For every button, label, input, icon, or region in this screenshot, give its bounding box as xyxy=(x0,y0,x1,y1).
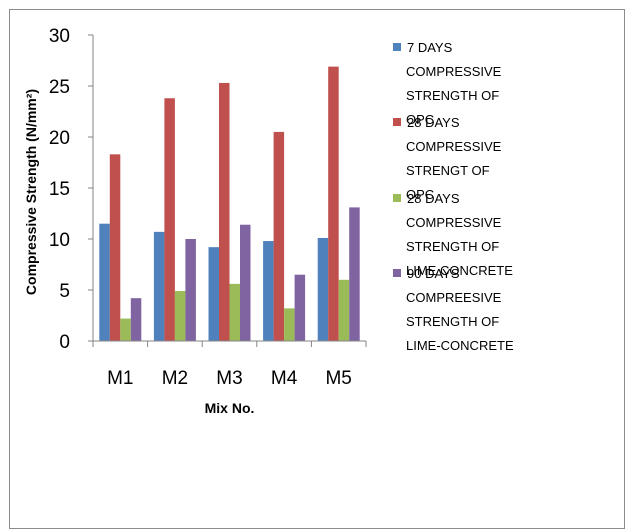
legend-label: STRENGTH OF xyxy=(406,88,499,103)
legend-label: 28 DAYS xyxy=(407,115,460,130)
bar xyxy=(185,239,196,341)
x-tick-label: M3 xyxy=(216,368,242,389)
bar xyxy=(130,298,142,341)
legend-label: OPC xyxy=(406,187,434,202)
bar xyxy=(229,283,240,341)
y-tick-label: 30 xyxy=(49,26,70,47)
bar xyxy=(208,247,219,341)
bar-chart: 0 5 10 15 20 25 30 M1 M2 M3 M4 M5 Compressive Stre… xyxy=(23,26,514,416)
bar xyxy=(164,98,175,342)
bar xyxy=(153,231,165,341)
x-ticks: M1 M2 M3 M4 M5 xyxy=(92,341,367,389)
bar xyxy=(240,224,251,341)
y-tick-label: 10 xyxy=(49,230,70,251)
bar xyxy=(328,66,339,342)
legend-label: COMPRESSIVE xyxy=(406,139,502,154)
legend-label: OPC xyxy=(406,112,434,127)
legend-label: 28 DAYS xyxy=(407,191,460,206)
bar xyxy=(273,131,285,341)
legend-label: COMPRESSIVE xyxy=(406,64,502,79)
x-tick-label: M5 xyxy=(325,368,351,389)
x-tick-label: M4 xyxy=(271,368,298,389)
legend-swatch xyxy=(393,118,401,126)
y-ticks: 0 5 10 15 20 25 30 xyxy=(49,26,93,353)
y-tick-label: 0 xyxy=(59,332,70,353)
bar xyxy=(109,154,121,341)
legend-label: LIME CONCRETE xyxy=(406,263,513,278)
y-tick-label: 20 xyxy=(49,128,70,149)
y-axis-title: Compressive Strength (N/mm²) xyxy=(23,89,39,295)
bar xyxy=(349,207,360,341)
bar xyxy=(294,274,306,341)
legend-label: STRENGT OF xyxy=(406,163,490,178)
x-tick-label: M1 xyxy=(107,368,133,389)
bar xyxy=(120,318,131,341)
legend-label: LIME-CONCRETE xyxy=(406,338,514,353)
legend-label: STRENGTH OF xyxy=(406,239,499,254)
legend-label: STRENGTH OF xyxy=(406,314,499,329)
bar xyxy=(263,241,274,341)
legend-swatch xyxy=(393,269,401,277)
bar xyxy=(219,82,230,341)
bar xyxy=(99,223,110,341)
x-axis-title: Mix No. xyxy=(205,400,255,416)
x-tick-label: M2 xyxy=(162,368,188,389)
y-tick-label: 5 xyxy=(59,281,70,302)
y-tick-label: 25 xyxy=(49,77,70,98)
legend-label: 90 DAYS xyxy=(407,266,460,281)
legend-label: 7 DAYS xyxy=(407,40,453,55)
legend-swatch xyxy=(393,194,401,202)
legend-label: COMPRESSIVE xyxy=(406,215,502,230)
legend-label: COMPREESIVE xyxy=(406,290,502,305)
bar xyxy=(284,308,295,341)
bar xyxy=(174,291,186,341)
legend-swatch xyxy=(393,43,401,51)
y-tick-label: 15 xyxy=(49,179,70,200)
bar xyxy=(338,279,350,341)
bars-layer xyxy=(99,66,360,342)
bar xyxy=(317,237,329,341)
